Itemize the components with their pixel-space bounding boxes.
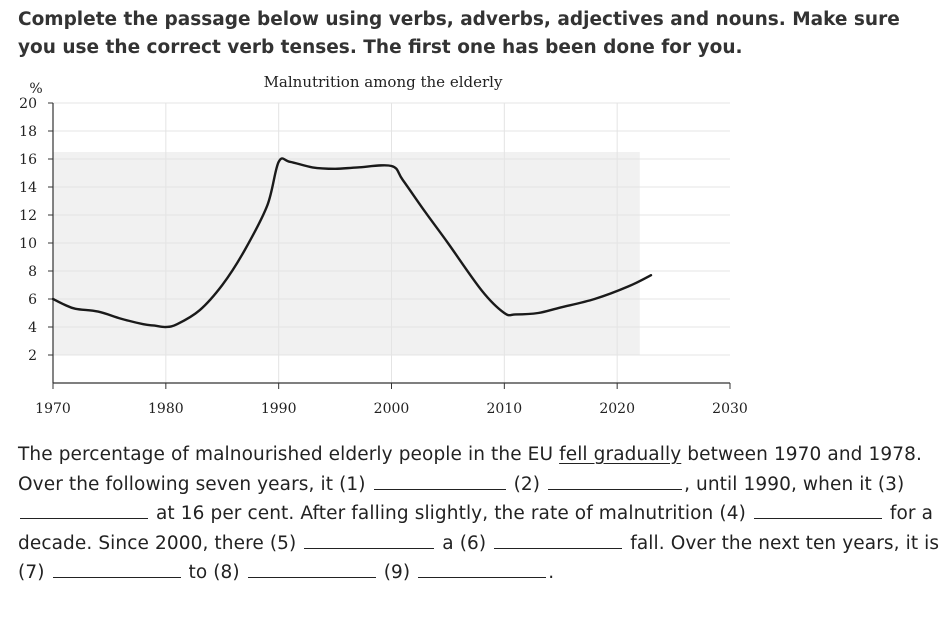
x-tick-label: 2000 [374,401,410,417]
blank-3[interactable] [20,500,148,519]
y-tick-label: 18 [19,124,37,140]
y-axis-label: % [29,81,42,97]
y-tick-label: 6 [28,292,37,308]
passage: The percentage of malnourished elderly p… [18,440,943,588]
passage-text: . [548,562,555,583]
y-tick-label: 12 [19,208,37,224]
blank-label-8: (8) [213,562,240,583]
blank-8[interactable] [247,559,376,578]
passage-text: fall. Over the next ten years, it is [624,532,940,554]
blank-label-9: (9) [383,562,411,583]
series-line [51,157,653,329]
blank-1[interactable] [373,471,506,490]
y-tick-label: 10 [19,236,37,252]
blank-2[interactable] [548,471,683,490]
blank-label-6: (6) [459,532,487,554]
passage-text: , until 1990, when it [684,473,878,495]
blank-7[interactable] [52,559,181,578]
x-tick-label: 2030 [712,401,748,417]
x-tick-label: 1990 [261,401,297,417]
y-tick-label: 14 [19,180,37,196]
x-tick-label: 1970 [35,401,71,417]
x-tick-label: 2010 [487,401,523,417]
passage-text: for a decade. Since 2000, there [18,503,934,554]
chart-title: Malnutrition among the elderly [264,73,503,91]
blank-label-2: (2) [513,473,541,495]
x-tick-label: 1980 [148,401,184,417]
passage-text: at 16 per cent. After falling slightly, … [150,503,720,524]
x-tick-label: 2020 [599,401,635,417]
passage-text: between 1970 and 1978. Over the followin… [18,444,922,495]
y-tick-label: 4 [28,320,37,336]
passage-text: to [182,562,214,583]
blank-9[interactable] [418,559,547,578]
blank-4[interactable] [753,500,882,519]
blank-label-3: (3) [877,473,905,495]
example-answer: fell gradually [559,444,682,465]
blank-label-7: (7) [18,562,45,583]
blank-5[interactable] [304,530,435,549]
blank-label-5: (5) [269,532,297,554]
instructions-heading: Complete the passage below using verbs, … [18,9,900,58]
grid-background [53,152,640,355]
passage-text: a [436,532,460,554]
passage-text: The percentage of malnourished elderly p… [18,444,560,465]
y-tick-label: 2 [28,348,37,364]
blank-6[interactable] [494,530,623,549]
y-tick-label: 20 [19,96,37,112]
plot-area: 2 4 6 8 10 12 14 16 18 20 1970 1980 1990 2000 2010 2020… [19,96,748,417]
y-tick-label: 16 [19,152,37,168]
blank-label-1: (1) [339,473,366,495]
malnutrition-line-chart: Malnutrition among the elderly % 2 4 6 8 10 1… [19,73,748,417]
blank-label-4: (4) [719,503,746,524]
y-tick-label: 8 [28,264,37,280]
